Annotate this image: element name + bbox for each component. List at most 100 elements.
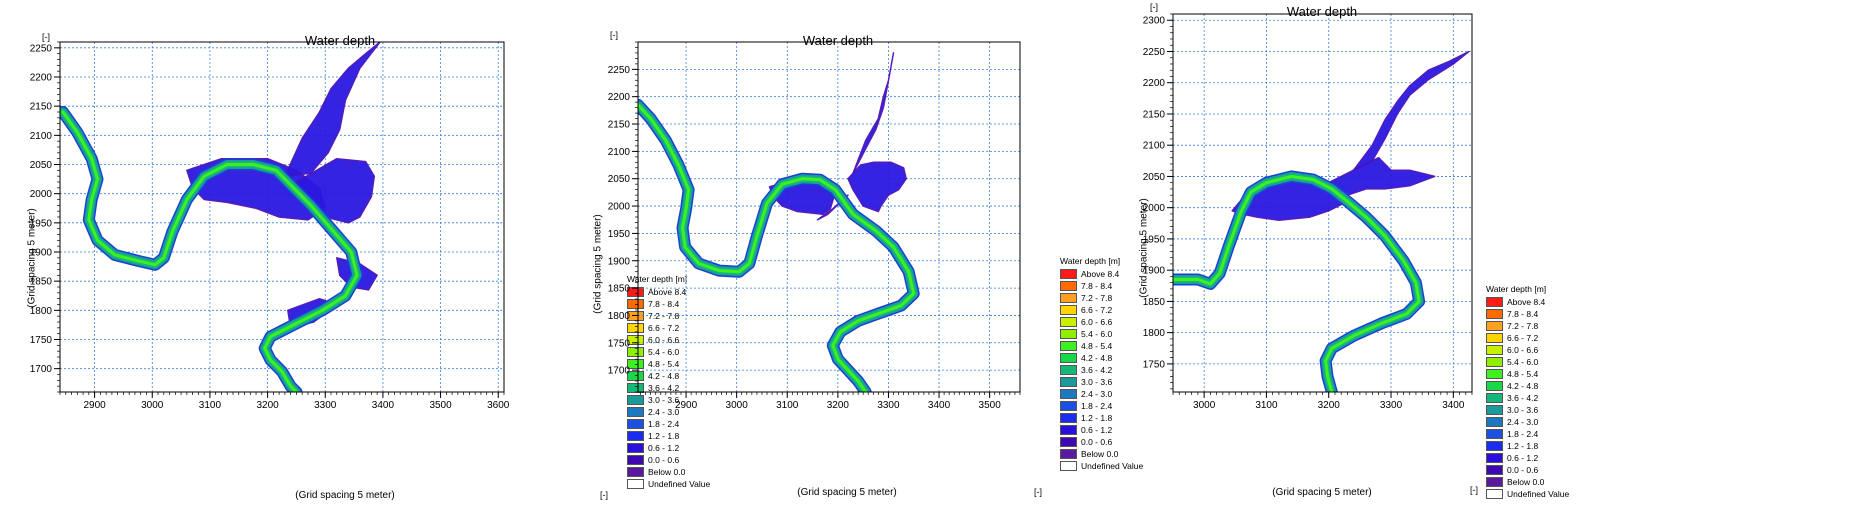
y-unit-label: [-] <box>1150 2 1158 12</box>
legend-swatch <box>1060 341 1077 351</box>
legend-entry: 5.4 - 6.0 <box>1060 328 1143 340</box>
legend-swatch <box>1060 413 1077 423</box>
legend-entry: 7.2 - 7.8 <box>1486 320 1569 332</box>
legend-label: 6.0 - 6.6 <box>1507 345 1539 355</box>
legend-entry: 6.0 - 6.6 <box>1060 316 1143 328</box>
legend-label: 0.6 - 1.2 <box>648 443 680 453</box>
y-tick-label: 1850 <box>608 284 631 295</box>
legend-entry: 3.0 - 3.6 <box>1486 404 1569 416</box>
river-thalweg <box>638 103 916 392</box>
legend-label: 4.2 - 4.8 <box>1507 381 1539 391</box>
flood-region-2 <box>1327 156 1436 196</box>
y-tick-label: 1800 <box>1143 328 1166 339</box>
legend-entry: 4.8 - 5.4 <box>1486 368 1569 380</box>
legend-label: 3.0 - 3.6 <box>1081 377 1113 387</box>
x-tick-label: 3500 <box>429 400 452 411</box>
legend-label: 5.4 - 6.0 <box>1507 357 1539 367</box>
legend-entry: 3.6 - 4.2 <box>1060 364 1143 376</box>
legend-label: Undefined Value <box>648 479 711 489</box>
x-tick-label: 3300 <box>877 400 900 411</box>
x-unit-label: [-] <box>1470 485 1478 495</box>
y-tick-label: 2100 <box>608 147 631 158</box>
legend-entry: 6.0 - 6.6 <box>627 334 710 346</box>
legend-entry: 4.8 - 5.4 <box>1060 340 1143 352</box>
y-tick-label: 1900 <box>30 248 53 259</box>
x-axis-label: (Grid spacing 5 meter) <box>295 490 395 501</box>
legend-label: 7.2 - 7.8 <box>1507 321 1539 331</box>
legend-label: 6.0 - 6.6 <box>648 335 680 345</box>
legend-entry: 7.2 - 7.8 <box>1060 292 1143 304</box>
legend-label: Above 8.4 <box>648 287 687 297</box>
legend-label: 5.4 - 6.0 <box>648 347 680 357</box>
legend-label: 4.2 - 4.8 <box>648 371 680 381</box>
legend: Water depth [m] Above 8.4 7.8 - 8.4 7.2 - 7… <box>1060 256 1143 472</box>
legend-swatch <box>1060 377 1077 387</box>
legend-label: 7.8 - 8.4 <box>648 299 680 309</box>
legend-swatch <box>627 371 644 381</box>
chart-title: Water depth <box>304 33 376 48</box>
chart-panel-3: 3000 3100 3200 3300 3400 1750 1800 1850 1900 1950… <box>1139 0 1876 509</box>
legend-entry: Undefined Value <box>1486 488 1569 500</box>
legend-swatch <box>627 311 644 321</box>
depth-map-plot-2: 2900 3000 3100 3200 3300 3400 3500 1700 1750 1800… <box>608 41 1021 411</box>
x-tick-label: 3100 <box>199 400 222 411</box>
y-tick-label: 1800 <box>608 311 631 322</box>
legend-entry: 6.0 - 6.6 <box>1486 344 1569 356</box>
river-bank-shallow <box>638 98 920 392</box>
legend-swatch <box>627 287 644 297</box>
y-axis-label: (Grid spacing 5 meter) <box>592 214 604 314</box>
legend-swatch <box>1486 321 1503 331</box>
y-tick-label: 1700 <box>608 366 631 377</box>
legend-label: 5.4 - 6.0 <box>1081 329 1113 339</box>
y-tick-label: 1750 <box>1143 359 1166 370</box>
legend-label: 3.0 - 3.6 <box>648 395 680 405</box>
legend-entry: Above 8.4 <box>1486 296 1569 308</box>
y-tick-label: 2250 <box>1143 47 1166 58</box>
x-tick-label: 3300 <box>1380 400 1403 411</box>
x-tick-label: 3200 <box>1318 400 1341 411</box>
y-tick-label: 2200 <box>608 92 631 103</box>
legend-entry: 1.8 - 2.4 <box>1060 400 1143 412</box>
legend-swatch <box>1060 389 1077 399</box>
legend-entry: Below 0.0 <box>1486 476 1569 488</box>
legend-entry: 3.0 - 3.6 <box>627 394 710 406</box>
legend-label: 7.2 - 7.8 <box>1081 293 1113 303</box>
y-tick-label: 2000 <box>30 189 53 200</box>
legend-label: 1.2 - 1.8 <box>1081 413 1113 423</box>
legend-entry: 7.8 - 8.4 <box>1486 308 1569 320</box>
legend-swatch <box>1060 317 1077 327</box>
y-tick-label: 2200 <box>1143 78 1166 89</box>
flood-region-3 <box>284 42 381 177</box>
legend-label: 4.2 - 4.8 <box>1081 353 1113 363</box>
legend-label: 6.6 - 7.2 <box>1081 305 1113 315</box>
depth-field <box>1173 50 1470 392</box>
x-tick-label: 3300 <box>314 400 337 411</box>
legend-label: 0.0 - 0.6 <box>1507 465 1539 475</box>
legend-swatch <box>1486 345 1503 355</box>
legend-swatch <box>1060 365 1077 375</box>
chart-panel-2: 2900 3000 3100 3200 3300 3400 3500 1700 1750 1800… <box>593 0 1144 509</box>
y-tick-label: 1750 <box>30 335 53 346</box>
x-tick-label: 3500 <box>979 400 1002 411</box>
y-tick-label: 2050 <box>1143 172 1166 183</box>
legend-entry: Undefined Value <box>1060 460 1143 472</box>
legend-label: 1.8 - 2.4 <box>648 419 680 429</box>
legend-entry: 4.2 - 4.8 <box>1060 352 1143 364</box>
legend-entry: 1.2 - 1.8 <box>627 430 710 442</box>
y-axis-label: (Grid spacing 5 meter) <box>26 208 38 308</box>
legend-entry: 6.6 - 7.2 <box>1060 304 1143 316</box>
y-tick-label: 2100 <box>1143 141 1166 152</box>
legend-label: 1.8 - 2.4 <box>1081 401 1113 411</box>
legend-entry: 4.2 - 4.8 <box>627 370 710 382</box>
plot-frame <box>637 41 1021 393</box>
legend: Water depth [m] Above 8.4 7.8 - 8.4 7.2 - 7… <box>1486 284 1569 500</box>
x-tick-label: 3000 <box>141 400 164 411</box>
legend-swatch <box>1486 417 1503 427</box>
legend-entry: 6.6 - 7.2 <box>627 322 710 334</box>
y-tick-label: 2300 <box>1143 16 1166 27</box>
legend-entry: 2.4 - 3.0 <box>1060 388 1143 400</box>
legend-swatch <box>1486 369 1503 379</box>
legend-entry: Below 0.0 <box>627 466 710 478</box>
river-thalweg <box>61 110 359 392</box>
chart-title: Water depth <box>802 33 874 48</box>
